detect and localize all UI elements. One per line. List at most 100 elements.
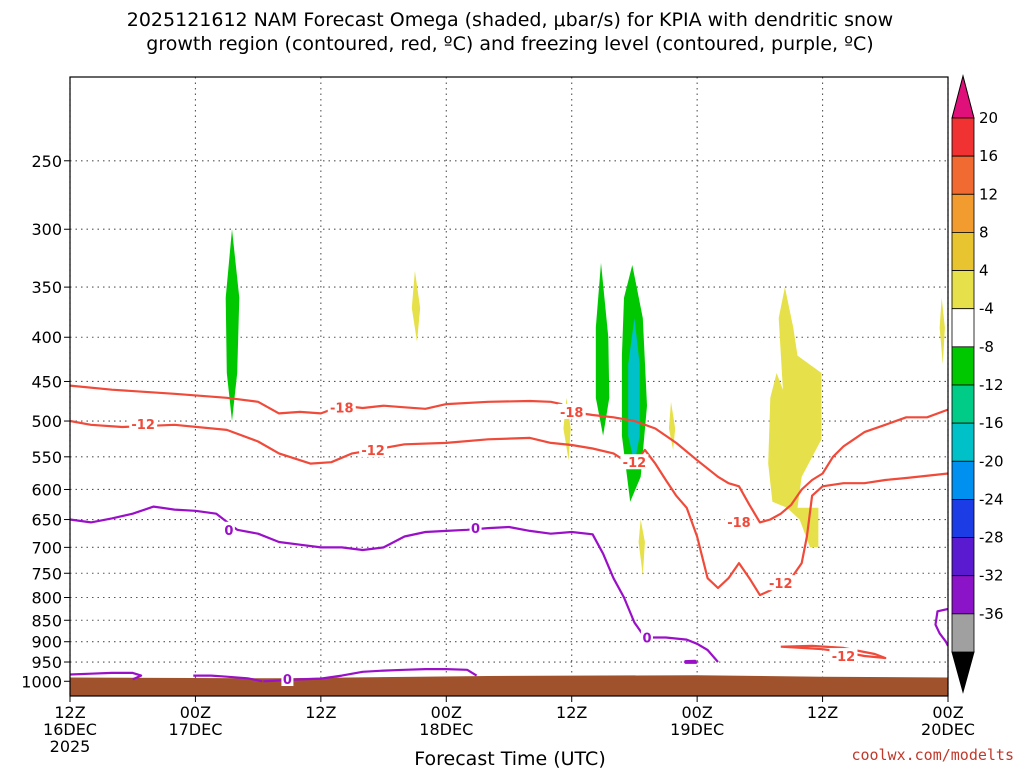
y-tick-label-300: 300 bbox=[31, 220, 62, 239]
colorbar-swatch-7 bbox=[951, 384, 975, 424]
omega-region-green-b bbox=[595, 262, 610, 436]
dgz-contour-label-bg-0-0 bbox=[327, 399, 356, 415]
x-tick-label-0-1: 12Z bbox=[54, 703, 85, 722]
credit-text: coolwx.com/modelts bbox=[851, 746, 1014, 764]
freezing-contour-label-3-0: 0 bbox=[283, 673, 292, 688]
y-tick-label-500: 500 bbox=[31, 412, 62, 431]
colorbar-swatch-1 bbox=[951, 155, 975, 195]
dgz-contour-label-bg-1-3 bbox=[766, 575, 795, 591]
dgz-contour-label-bg-0-1 bbox=[557, 403, 586, 419]
colorbar-label-9: -20 bbox=[979, 452, 1004, 470]
colorbar-top-arrow bbox=[951, 74, 975, 119]
ground-layer bbox=[70, 675, 948, 696]
contour-labels: -18 -18 -18 -12 -12 -12 -12 -12 0 0 0 0 bbox=[129, 399, 858, 688]
omega-region-yellow-a bbox=[411, 270, 421, 342]
freezing-contour-label-0-1: 0 bbox=[471, 522, 480, 537]
colorbar-label-0: 20 bbox=[979, 109, 998, 127]
colorbar-swatch-9 bbox=[951, 460, 975, 500]
colorbar-label-5: -4 bbox=[979, 300, 994, 318]
plot-frame bbox=[69, 76, 949, 697]
colorbar-swatch-2 bbox=[951, 193, 975, 233]
dgz-contour-label-1-0: -12 bbox=[131, 418, 155, 433]
dgz-contour-label-0-2: -18 bbox=[727, 516, 751, 531]
x-tick-label-84-1: 00Z bbox=[932, 703, 963, 722]
colorbar-label-11: -28 bbox=[979, 529, 1004, 547]
freezing-contour-label-0-0: 0 bbox=[224, 524, 233, 539]
colorbar-swatch-0 bbox=[951, 117, 975, 157]
colorbar-swatch-6 bbox=[951, 346, 975, 386]
ground-fill bbox=[70, 675, 948, 696]
y-axis-ticks: 250 300 350 400 450 500 550 600 650 700 750 800 850 9… bbox=[21, 152, 70, 691]
colorbar-swatch-11 bbox=[951, 537, 975, 577]
dgz-contour-label-1-1: -12 bbox=[361, 444, 385, 459]
dgz-contour-label-1-3: -12 bbox=[769, 577, 793, 592]
freezing-contours bbox=[70, 505, 948, 683]
omega-region-cyan-c bbox=[628, 318, 640, 464]
y-tick-label-800: 800 bbox=[31, 588, 62, 607]
dgz-contour-label-1-2: -12 bbox=[623, 456, 647, 471]
y-tick-label-600: 600 bbox=[31, 480, 62, 499]
freezing-contour-label-bg-0-1 bbox=[469, 520, 482, 536]
colorbar-swatch-8 bbox=[951, 422, 975, 462]
omega-region-yellow-c bbox=[638, 519, 645, 576]
x-tick-label-12-1: 00Z bbox=[180, 703, 211, 722]
dgz-contour-line-1 bbox=[70, 419, 948, 597]
omega-region-yellow-e bbox=[768, 287, 822, 548]
freezing-contour-line-3 bbox=[263, 668, 478, 683]
colorbar-label-4: 4 bbox=[979, 262, 989, 280]
x-tick-label-48-1: 12Z bbox=[556, 703, 587, 722]
dgz-contour-label-2-0: -12 bbox=[832, 650, 856, 665]
omega-region-green-early bbox=[225, 229, 240, 421]
x-tick-label-60-1: 00Z bbox=[681, 703, 712, 722]
dgz-contour-label-0-1: -18 bbox=[560, 406, 584, 421]
freezing-contour-line-2 bbox=[193, 674, 263, 683]
colorbar-swatch-3 bbox=[951, 232, 975, 271]
x-tick-label-24-1: 12Z bbox=[305, 703, 336, 722]
x-tick-label-84-2: 20DEC bbox=[921, 720, 975, 739]
y-tick-label-400: 400 bbox=[31, 328, 62, 347]
y-tick-label-950: 950 bbox=[31, 653, 62, 672]
freezing-contour-line-4 bbox=[683, 659, 698, 664]
freezing-contour-line-1 bbox=[70, 671, 143, 681]
y-tick-label-250: 250 bbox=[31, 152, 62, 171]
colorbar: 20 16 12 8 4 -4 -8 -12 -16 -20 -24 -28 -32 -36 bbox=[951, 74, 1004, 694]
x-tick-label-0-3: 2025 bbox=[50, 737, 91, 756]
x-axis-label: Forecast Time (UTC) bbox=[414, 748, 605, 768]
dgz-contour-label-bg-1-1 bbox=[359, 441, 388, 457]
y-tick-label-350: 350 bbox=[31, 278, 62, 297]
colorbar-swatch-12 bbox=[951, 575, 975, 615]
colorbar-label-3: 8 bbox=[979, 223, 989, 241]
colorbar-label-7: -12 bbox=[979, 376, 1004, 394]
dgz-contour-label-bg-0-2 bbox=[724, 513, 753, 529]
freezing-contour-label-0-2: 0 bbox=[642, 632, 651, 647]
dgz-contour-label-0-0: -18 bbox=[330, 401, 354, 416]
y-tick-label-700: 700 bbox=[31, 538, 62, 557]
y-tick-label-750: 750 bbox=[31, 564, 62, 583]
x-tick-label-0-2: 16DEC bbox=[43, 720, 97, 739]
colorbar-swatch-5 bbox=[951, 308, 975, 348]
colorbar-swatch-10 bbox=[951, 499, 975, 538]
dgz-contours bbox=[70, 384, 948, 660]
dgz-contour-label-bg-1-0 bbox=[129, 416, 158, 432]
x-tick-label-12-2: 17DEC bbox=[168, 720, 222, 739]
dgz-contour-line-2 bbox=[780, 644, 887, 660]
y-tick-label-650: 650 bbox=[31, 511, 62, 530]
dgz-contour-label-bg-2-0 bbox=[829, 648, 858, 664]
colorbar-label-10: -24 bbox=[979, 490, 1004, 508]
dgz-contour-label-bg-1-2 bbox=[620, 454, 649, 470]
y-tick-label-550: 550 bbox=[31, 448, 62, 467]
colorbar-bottom-arrow bbox=[951, 651, 975, 694]
colorbar-swatch-13 bbox=[951, 613, 975, 653]
colorbar-label-1: 16 bbox=[979, 147, 998, 165]
omega-region-yellow-f bbox=[939, 297, 945, 365]
freezing-contour-line-5 bbox=[934, 607, 948, 647]
y-tick-label-1000: 1000 bbox=[21, 672, 62, 691]
y-tick-label-850: 850 bbox=[31, 611, 62, 630]
colorbar-swatch-4 bbox=[951, 270, 975, 310]
x-tick-label-36-1: 00Z bbox=[431, 703, 462, 722]
freezing-contour-label-bg-3-0 bbox=[281, 671, 294, 687]
colorbar-label-6: -8 bbox=[979, 338, 994, 356]
chart-title-line1: 2025121612 NAM Forecast Omega (shaded, μ… bbox=[127, 9, 893, 31]
